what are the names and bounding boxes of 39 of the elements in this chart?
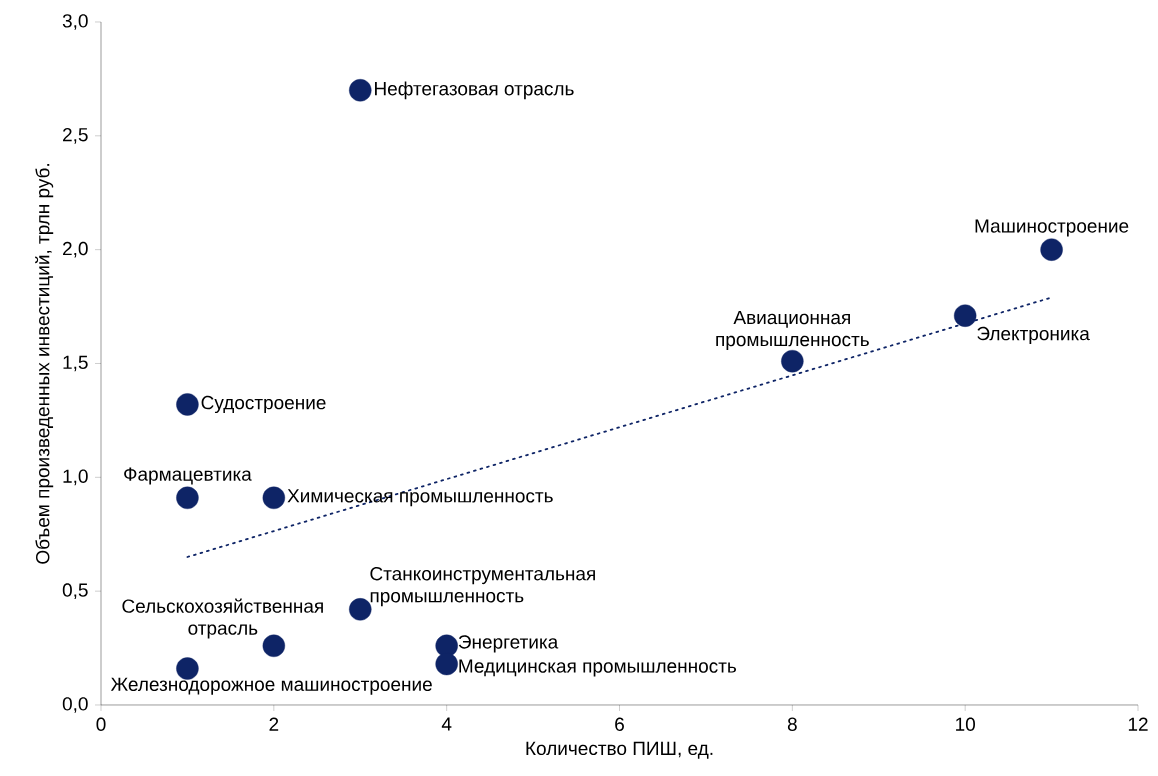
annotation: Сельскохозяйственная отрасль [122,598,323,639]
x-tick-label: 2 [269,717,279,731]
annotation: Судостроение [201,395,326,414]
y-axis-title: Объем произведенных инвестиций, трлн руб. [35,164,54,564]
x-axis-title: Количество ПИШ, ед. [526,741,713,759]
point [781,350,804,373]
point [953,304,977,327]
annotation: Энергетика [458,635,559,653]
x-tick-label: 10 [956,717,975,731]
point [262,634,286,657]
point [176,393,199,416]
x-tick-label: 0 [96,717,106,731]
y-tick-label: 1,5 [63,355,88,372]
y-tick-label: 0,5 [62,583,88,600]
annotation: Электроника [977,326,1090,345]
x-tick-label: 4 [441,717,452,731]
y-tick-label: 0,0 [62,697,88,713]
annotation: Станкоинструментальная промышленность [370,566,595,607]
x-tick-label: 12 [1128,717,1148,731]
x-tick-label: 6 [615,717,624,731]
annotation: Химическая промышленность [287,489,553,507]
point [349,79,372,102]
point [262,486,286,510]
annotation: Медицинская промышленность [459,659,737,677]
annotation: Машиностроение [975,219,1129,237]
y-tick-label: 2,0 [63,241,88,258]
x-tick-label: 8 [787,717,797,731]
annotation: Фармацевтика [124,467,252,485]
point [1040,238,1063,261]
y-tick-label: 2,5 [63,127,88,144]
point [435,652,458,676]
annotation: Железнодорожное машиностроение [110,677,432,695]
y-tick-label: 3,0 [62,14,88,30]
point [349,598,372,621]
annotation: Авиационная промышленность [716,310,869,350]
y-tick-label: 1,0 [63,469,88,486]
annotation: Нефтегазовая отрасль [375,81,574,100]
point [435,634,458,657]
point [176,486,199,510]
